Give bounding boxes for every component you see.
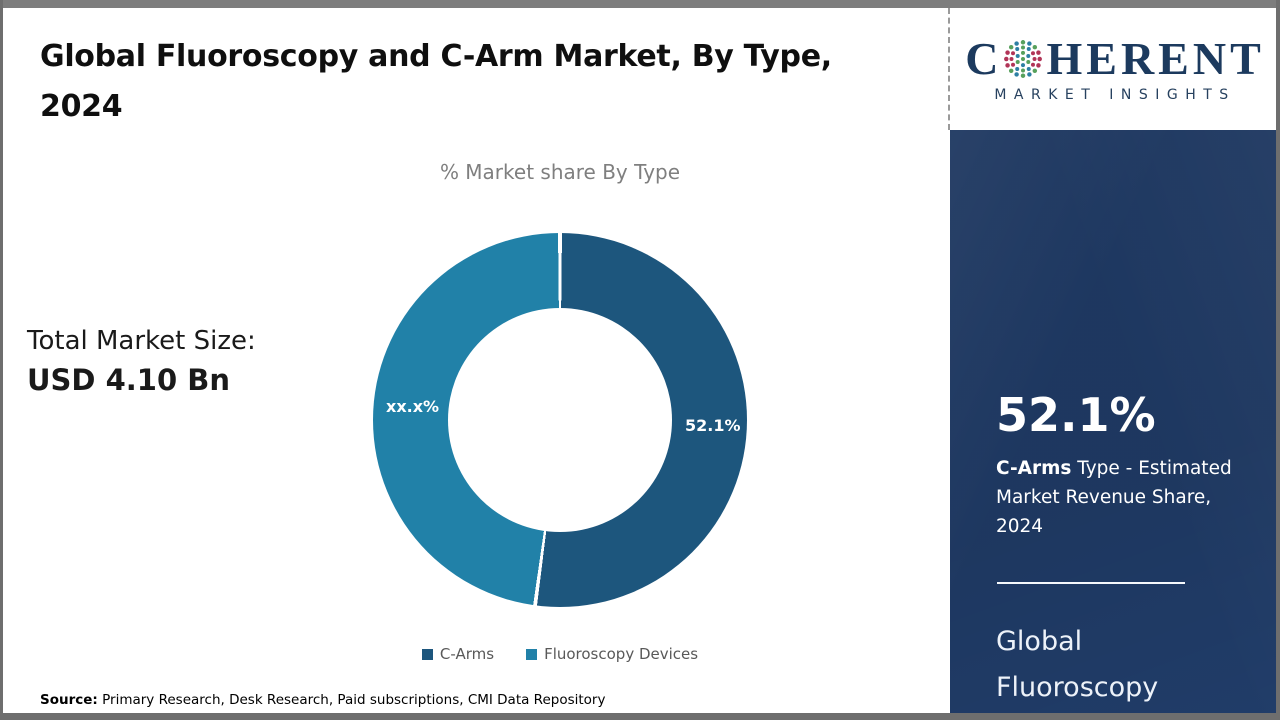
page-title-line2: 2024 [40, 89, 123, 124]
total-market-size-label: Total Market Size: [27, 326, 256, 356]
panel-stat-segment: C-Arms [996, 458, 1072, 479]
page-title-line1: Global Fluoroscopy and C-Arm Market, By … [40, 39, 832, 74]
side-panel: 52.1% C-Arms Type - Estimated Market Rev… [950, 130, 1276, 713]
total-market-size-value: USD 4.10 Bn [27, 363, 230, 397]
frame-border-top [0, 0, 1280, 8]
chart-legend: C-Arms Fluoroscopy Devices [170, 645, 950, 663]
legend-swatch-c-arms [421, 648, 433, 660]
legend-item-c-arms: C-Arms [421, 645, 495, 663]
panel-divider [997, 582, 1185, 584]
panel-market-title: Global Fluoroscopy and C-Arm Market [996, 626, 1159, 703]
legend-label-c-arms: C-Arms [439, 645, 495, 663]
chart-subtitle: % Market share By Type [439, 160, 681, 184]
slice-label-fluoroscopy: xx.x% [386, 397, 440, 416]
frame-border-left [0, 0, 3, 720]
coherent-globe-icon [1004, 39, 1043, 78]
panel-stat-description: C-Arms Type - Estimated Market Revenue S… [996, 454, 1248, 541]
frame-border-right [1276, 0, 1280, 720]
donut-chart: 52.1% xx.x% [373, 233, 747, 607]
panel-stat-rest: Type - Estimated Market Revenue Share, 2… [996, 458, 1232, 537]
donut-chart-hole [448, 308, 672, 532]
coherent-logo-box: C HERENT MARKET INSIGHTS [948, 8, 1280, 130]
logo-letters-herent: HERENT [1046, 32, 1265, 84]
legend-swatch-fluoroscopy-devices [526, 648, 538, 660]
source-line: Source: Primary Research, Desk Research,… [40, 692, 605, 708]
total-market-size-block: Total Market Size: USD 4.10 Bn [27, 322, 256, 400]
coherent-logo: C HERENT [965, 32, 1265, 84]
source-text: Primary Research, Desk Research, Paid su… [97, 692, 606, 708]
logo-subtitle: MARKET INSIGHTS [994, 86, 1236, 103]
source-label: Source: [40, 692, 98, 708]
page-title: Global Fluoroscopy and C-Arm Market, By … [40, 32, 930, 132]
slice-label-c-arms: 52.1% [685, 416, 741, 435]
panel-stat-value: 52.1% [996, 388, 1156, 442]
logo-letter-c: C [965, 32, 1003, 84]
legend-label-fluoroscopy-devices: Fluoroscopy Devices [544, 645, 699, 663]
frame-border-bottom [0, 713, 1280, 720]
legend-item-fluoroscopy-devices: Fluoroscopy Devices [526, 645, 698, 663]
